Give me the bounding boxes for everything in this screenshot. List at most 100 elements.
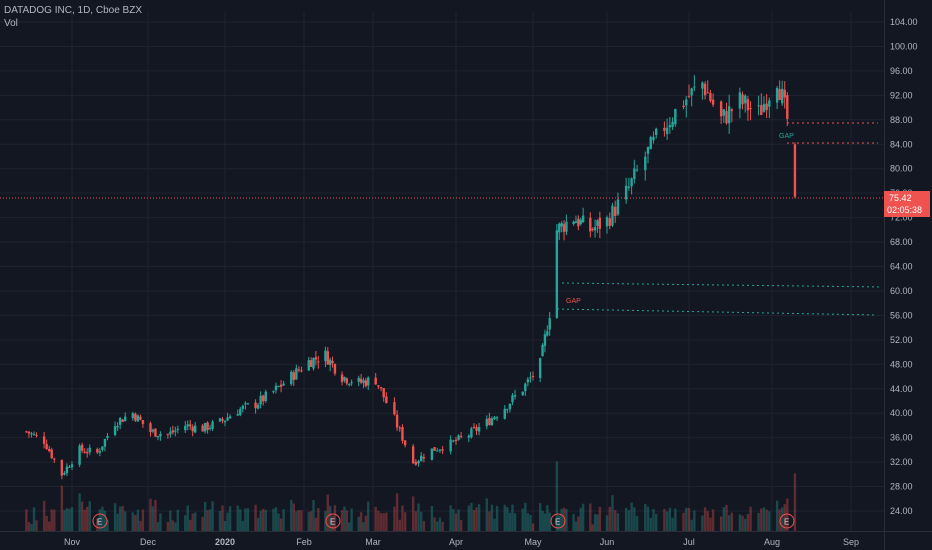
volume-bar: [668, 507, 672, 531]
time-axis[interactable]: Nov Dec 2020 Feb Mar Apr May Jun Jul Aug Sep: [64, 537, 859, 547]
candle-body: [374, 377, 377, 385]
candle-body: [417, 460, 420, 464]
volume-bar: [506, 507, 509, 531]
candle-body: [48, 448, 51, 452]
earnings-marker-aug[interactable]: E: [779, 513, 795, 529]
volume-bars: [25, 461, 797, 531]
candle-body: [226, 417, 229, 421]
candle-body: [541, 344, 544, 357]
price-tick-label: 68.00: [890, 237, 913, 247]
candle-body: [259, 395, 262, 405]
volume-bar: [611, 495, 614, 531]
volume-bar: [765, 509, 768, 531]
candle-body: [169, 431, 172, 435]
volume-bar: [340, 510, 344, 531]
candle-body: [70, 464, 74, 468]
volume-bar: [364, 515, 368, 531]
volume-bar: [401, 505, 404, 531]
volume-bar: [555, 461, 559, 531]
symbol-title[interactable]: DATADOG INC, 1D, Cboe BZX: [4, 5, 142, 16]
volume-bar: [256, 517, 260, 531]
candle-body: [663, 127, 666, 131]
volume-bar: [671, 517, 674, 531]
candle-body: [730, 109, 734, 112]
candle-body: [345, 378, 349, 384]
candle-body: [184, 426, 187, 431]
time-tick-label: Jun: [600, 537, 615, 547]
candle-body: [348, 383, 351, 385]
candle-body: [221, 419, 224, 421]
candle-body: [783, 89, 786, 98]
volume-bar: [524, 502, 527, 531]
volume-bar: [433, 517, 436, 531]
volume-bar: [317, 507, 320, 531]
candle-body: [277, 386, 280, 388]
time-tick-label: May: [524, 537, 542, 547]
candle-body: [314, 357, 318, 360]
candle-body: [116, 426, 119, 428]
price-axis[interactable]: 24.00 28.00 32.00 36.00 40.00 44.00 48.00 52.00…: [890, 17, 918, 516]
candle-body: [401, 427, 404, 441]
volume-bar: [783, 504, 786, 531]
volume-bar: [124, 511, 127, 531]
volume-bar: [292, 503, 296, 531]
candle-body: [154, 428, 157, 437]
volume-bar: [526, 513, 530, 531]
candle-body: [419, 455, 423, 462]
volume-bar: [521, 508, 524, 531]
volume-bar: [50, 509, 53, 531]
candle-body: [593, 227, 597, 231]
candle-body: [524, 383, 527, 392]
volume-bar: [472, 510, 476, 531]
candle-body: [393, 402, 396, 415]
price-tick-label: 80.00: [890, 164, 913, 174]
volume-bar: [101, 506, 104, 531]
volume-bar: [572, 514, 575, 531]
volume-bar: [48, 521, 51, 531]
volume-bar: [193, 512, 197, 531]
candle-body: [644, 156, 647, 171]
volume-bar: [121, 505, 124, 531]
candle-body: [477, 426, 481, 432]
candle-body: [555, 230, 559, 318]
volume-bar: [96, 518, 99, 531]
volume-bar: [189, 519, 192, 531]
volume-bar: [184, 515, 187, 531]
volume-label[interactable]: Vol: [4, 18, 18, 29]
volume-bar: [598, 506, 602, 531]
volume-bar: [477, 504, 481, 531]
earnings-marker-may[interactable]: E: [550, 513, 566, 529]
volume-bar: [45, 515, 48, 531]
volume-bar: [367, 501, 370, 531]
volume-bar: [485, 498, 488, 531]
candle-body: [290, 371, 293, 385]
candle-body: [364, 380, 368, 387]
volume-bar: [546, 505, 549, 531]
candle-body: [646, 146, 650, 154]
volume-bar: [786, 498, 789, 531]
volume-bar: [574, 521, 578, 531]
volume-bar: [674, 508, 677, 531]
candle-body: [98, 451, 102, 453]
volume-bar: [775, 500, 779, 531]
volume-bar: [312, 500, 315, 531]
svg-text:E: E: [784, 518, 789, 527]
price-tick-label: 60.00: [890, 286, 913, 296]
volume-bar: [503, 504, 506, 531]
candle-body: [649, 137, 652, 150]
time-tick-label: Aug: [764, 537, 780, 547]
volume-bar: [282, 509, 285, 531]
candle-body: [113, 426, 117, 435]
bar-countdown: 02:05:38: [887, 205, 922, 215]
earnings-marker-nov[interactable]: E: [92, 513, 108, 529]
volume-bar: [467, 505, 471, 531]
volume-bar: [548, 512, 551, 531]
candle-body: [485, 418, 488, 427]
candle-body: [690, 88, 693, 96]
svg-text:E: E: [330, 518, 335, 527]
volume-bar: [154, 499, 157, 531]
earnings-marker-feb[interactable]: E: [325, 513, 341, 529]
price-tick-label: 40.00: [890, 408, 913, 418]
